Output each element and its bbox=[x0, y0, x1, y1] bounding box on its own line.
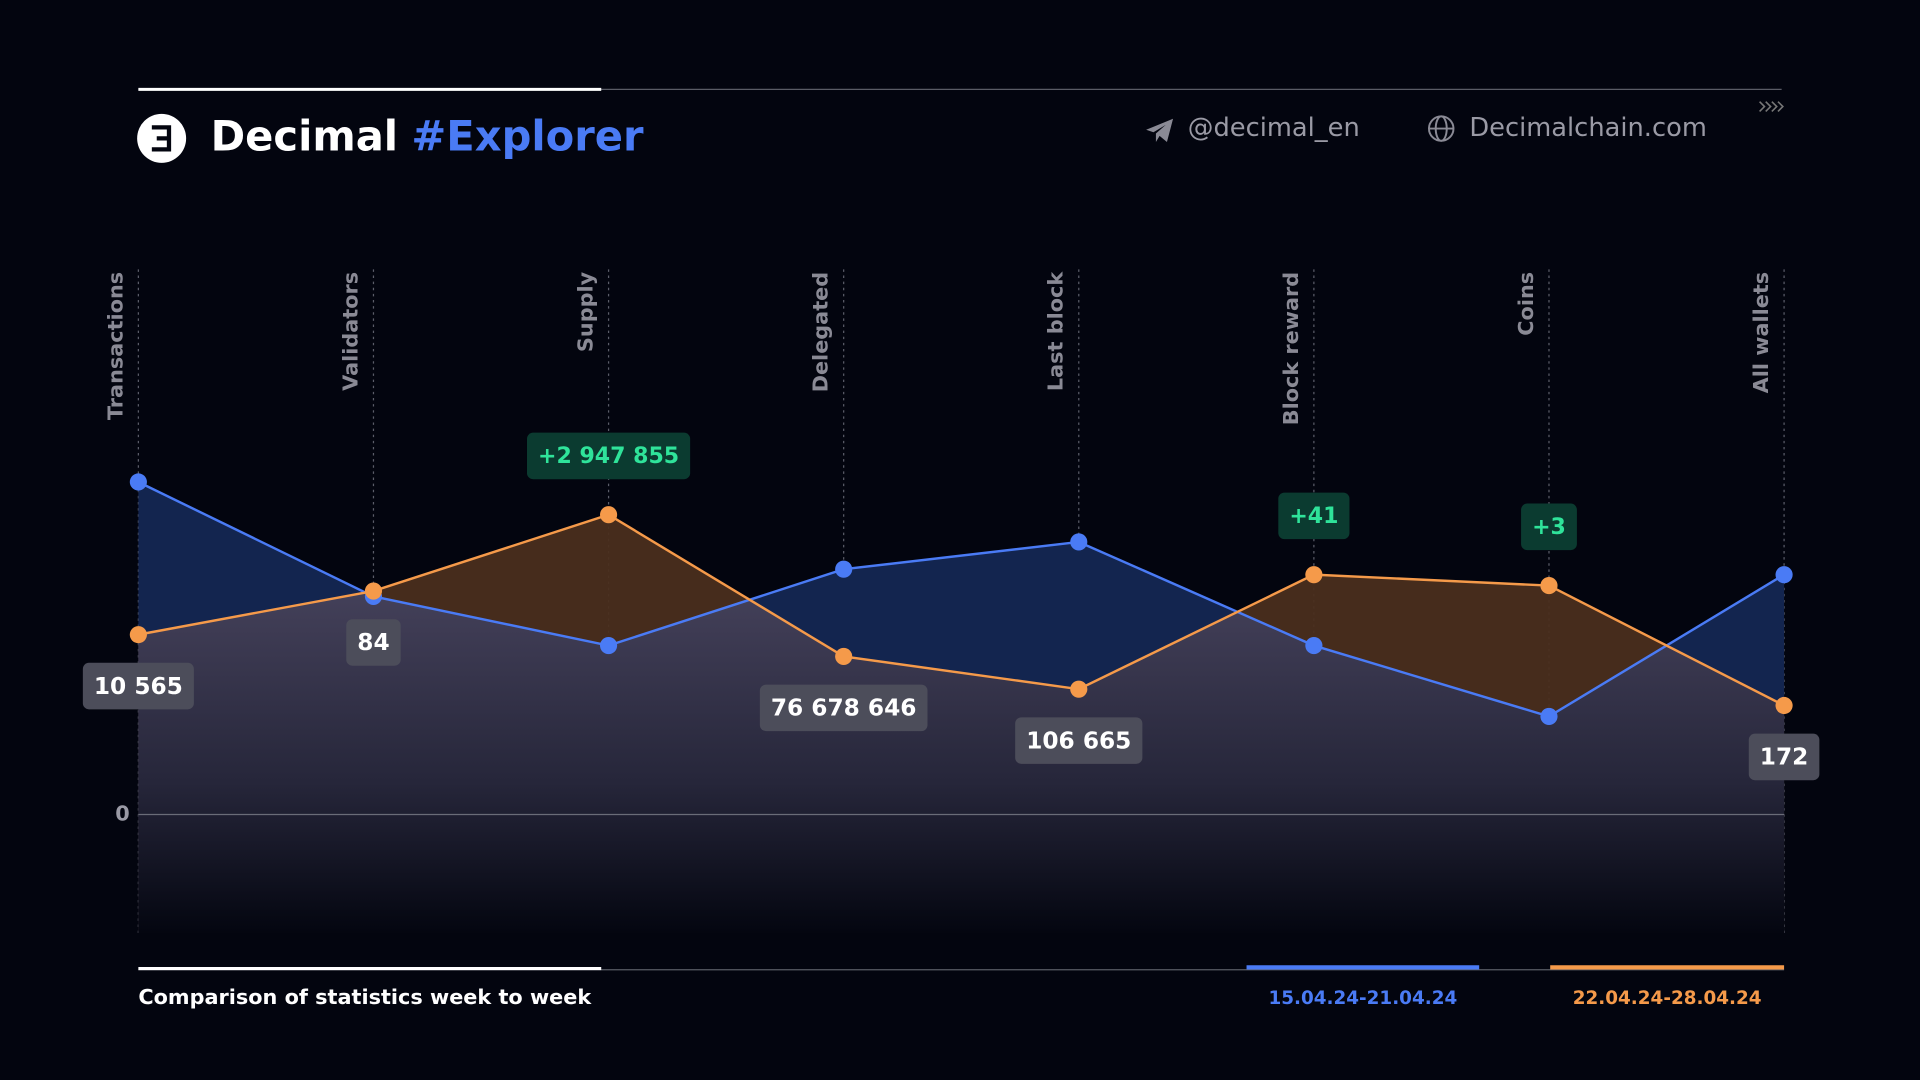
data-point bbox=[1305, 566, 1323, 584]
change-label: +41 bbox=[1289, 504, 1338, 529]
value-label: 76 678 646 bbox=[771, 695, 917, 722]
data-point bbox=[600, 506, 618, 524]
value-label: 172 bbox=[1760, 744, 1809, 771]
category-label: All wallets bbox=[1749, 272, 1773, 394]
value-label-box bbox=[759, 684, 928, 732]
telegram-icon bbox=[1146, 118, 1174, 143]
category-label: Block reward bbox=[1279, 272, 1303, 425]
change-label: +3 bbox=[1532, 515, 1566, 540]
category-label: Validators bbox=[338, 272, 362, 391]
overlap-area bbox=[138, 592, 1785, 934]
data-point bbox=[364, 582, 383, 600]
globe-icon bbox=[1428, 115, 1455, 142]
change-label-box bbox=[1521, 503, 1577, 551]
data-point bbox=[1540, 707, 1558, 725]
data-point bbox=[1540, 577, 1558, 595]
chevrons bbox=[1759, 101, 1784, 112]
change-label: +2 947 855 bbox=[538, 444, 679, 469]
data-point bbox=[600, 636, 618, 655]
data-point bbox=[1070, 680, 1088, 698]
legend-label: 22.04.24-28.04.24 bbox=[1573, 988, 1762, 1009]
value-label-box bbox=[346, 619, 401, 666]
value-label-box bbox=[1748, 733, 1820, 781]
y-tick-label: 0 bbox=[115, 802, 129, 826]
change-label-box bbox=[526, 432, 691, 480]
data-point bbox=[1775, 696, 1793, 715]
category-label: Supply bbox=[574, 271, 598, 352]
change-label-box bbox=[1278, 492, 1350, 540]
data-point bbox=[1775, 566, 1793, 584]
data-point bbox=[129, 473, 147, 491]
value-label-box bbox=[1015, 717, 1143, 764]
series-line bbox=[138, 513, 1785, 707]
brand-tag: #Explorer bbox=[411, 112, 644, 161]
legend-label: 15.04.24-21.04.24 bbox=[1268, 988, 1457, 1009]
brand: Decimal bbox=[211, 112, 398, 161]
logo bbox=[137, 113, 187, 163]
value-label: 10 565 bbox=[94, 673, 183, 700]
caption: Comparison of statistics week to week bbox=[138, 985, 592, 1009]
data-point bbox=[129, 626, 147, 644]
category-label: Delegated bbox=[809, 272, 833, 392]
data-point bbox=[1305, 636, 1323, 655]
website: Decimalchain.com bbox=[1469, 113, 1706, 143]
value-label: 106 665 bbox=[1026, 727, 1131, 754]
category-label: Coins bbox=[1514, 272, 1538, 336]
data-point bbox=[1070, 533, 1088, 551]
series-line bbox=[137, 480, 1785, 718]
telegram: @decimal_en bbox=[1188, 113, 1360, 143]
data-point bbox=[835, 560, 853, 578]
category-label: Last block bbox=[1044, 271, 1068, 391]
value-label: 84 bbox=[357, 629, 389, 656]
value-label-box bbox=[82, 662, 194, 710]
data-point bbox=[835, 647, 853, 666]
category-label: Transactions bbox=[103, 272, 127, 420]
